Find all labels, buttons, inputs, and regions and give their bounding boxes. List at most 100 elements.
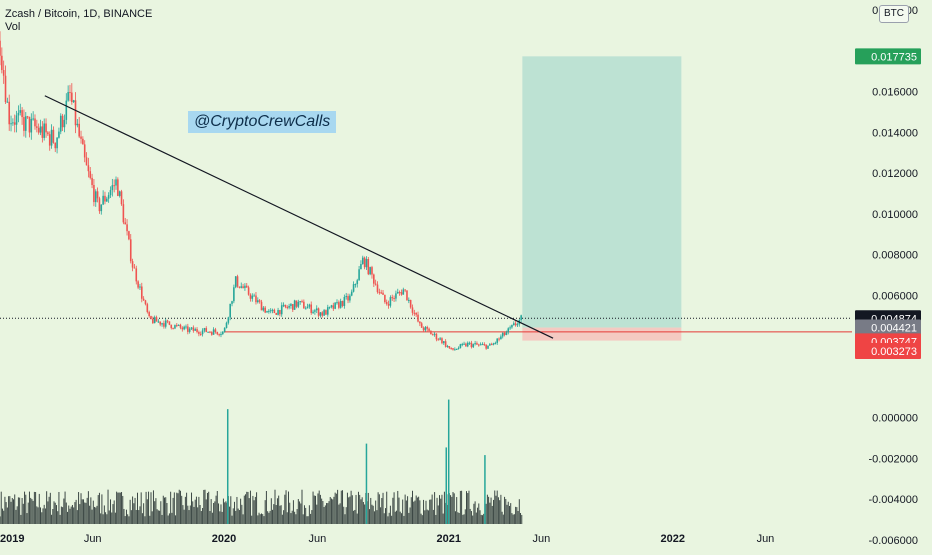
time-axis: 2019 Jun 2020 Jun 2021 Jun 2022 Jun bbox=[0, 533, 774, 545]
candle bbox=[0, 40, 1, 56]
candle bbox=[155, 317, 158, 322]
candle bbox=[71, 92, 73, 103]
candle bbox=[61, 115, 64, 128]
candle bbox=[87, 165, 90, 172]
candle bbox=[275, 313, 278, 315]
trend-line bbox=[44, 95, 554, 339]
candle bbox=[433, 333, 436, 335]
candle bbox=[487, 345, 489, 349]
candle bbox=[153, 317, 156, 324]
candle bbox=[212, 329, 215, 335]
candle bbox=[122, 204, 125, 223]
candle bbox=[339, 300, 342, 308]
candle bbox=[45, 123, 47, 133]
candle bbox=[301, 301, 303, 303]
candle bbox=[214, 329, 217, 332]
candle bbox=[466, 342, 469, 347]
x-tick-label: 2020 bbox=[212, 533, 236, 545]
candle bbox=[245, 285, 248, 288]
candle bbox=[492, 343, 495, 345]
candle bbox=[227, 317, 230, 323]
y-tick-label: -0.006000 bbox=[868, 535, 918, 547]
candle bbox=[409, 299, 412, 308]
candle bbox=[376, 284, 379, 293]
entry-price-label: 0.004421 bbox=[855, 319, 921, 336]
candle bbox=[378, 292, 381, 294]
candle bbox=[260, 301, 263, 311]
candle bbox=[229, 303, 231, 318]
candle bbox=[512, 323, 515, 325]
candle bbox=[290, 304, 292, 306]
candle bbox=[415, 312, 417, 315]
candle bbox=[448, 346, 451, 349]
candle bbox=[444, 341, 447, 347]
candle bbox=[356, 280, 359, 285]
y-tick-label: 0.008000 bbox=[872, 250, 918, 262]
candle bbox=[234, 276, 237, 288]
candle bbox=[503, 332, 506, 335]
candle bbox=[174, 325, 176, 329]
candle bbox=[310, 304, 313, 313]
candle bbox=[406, 290, 408, 301]
candle bbox=[10, 123, 12, 125]
candle bbox=[363, 257, 366, 268]
candle bbox=[30, 118, 33, 133]
candle bbox=[446, 346, 449, 348]
candle bbox=[280, 305, 283, 315]
candle bbox=[408, 299, 410, 301]
x-tick-label: 2021 bbox=[436, 533, 460, 545]
candle bbox=[175, 325, 178, 327]
candle bbox=[164, 320, 167, 327]
candle bbox=[89, 171, 92, 178]
candle bbox=[350, 291, 353, 296]
candle bbox=[426, 327, 429, 329]
candle bbox=[220, 334, 222, 336]
currency-badge[interactable]: BTC bbox=[879, 5, 909, 23]
candle bbox=[203, 328, 206, 331]
y-tick-label: 0.012000 bbox=[872, 168, 918, 180]
candle bbox=[76, 123, 79, 126]
candle bbox=[82, 138, 84, 145]
candle bbox=[476, 343, 478, 345]
candle bbox=[109, 190, 112, 196]
candle bbox=[282, 304, 285, 306]
watermark-label: @CryptoCrewCalls bbox=[188, 111, 337, 133]
candle bbox=[413, 312, 416, 314]
candle bbox=[249, 294, 252, 299]
candle bbox=[479, 344, 482, 346]
candle bbox=[137, 281, 139, 288]
candle bbox=[85, 157, 88, 166]
x-tick-label: Jun bbox=[84, 533, 102, 545]
candle bbox=[472, 344, 475, 348]
candle bbox=[170, 324, 173, 329]
candle bbox=[80, 136, 82, 139]
candle bbox=[474, 343, 476, 345]
candle bbox=[336, 302, 338, 304]
candle bbox=[253, 295, 255, 297]
candle bbox=[39, 126, 42, 133]
candle bbox=[341, 300, 344, 306]
candle bbox=[115, 179, 117, 186]
candle bbox=[428, 328, 430, 331]
candle bbox=[166, 320, 169, 322]
candle bbox=[72, 100, 75, 103]
candle bbox=[23, 117, 25, 131]
candle bbox=[314, 310, 316, 312]
candle bbox=[128, 231, 130, 240]
candle bbox=[96, 191, 99, 199]
candle bbox=[207, 331, 209, 333]
candle bbox=[395, 293, 397, 299]
candle bbox=[419, 321, 421, 324]
candle bbox=[37, 127, 40, 133]
candle bbox=[67, 92, 69, 101]
candle bbox=[4, 75, 7, 103]
candle bbox=[98, 198, 101, 212]
y-tick-label: 0.006000 bbox=[872, 290, 918, 302]
candle bbox=[286, 307, 289, 309]
candle bbox=[21, 110, 23, 118]
candle bbox=[223, 327, 226, 332]
candle bbox=[148, 312, 150, 317]
candle bbox=[168, 321, 171, 325]
